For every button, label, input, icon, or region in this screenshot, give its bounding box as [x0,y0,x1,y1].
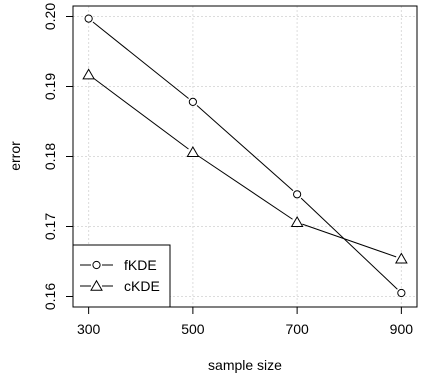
x-tick-label: 700 [285,321,309,337]
data-point-fkde [397,288,406,298]
legend-item-fkde: fKDE [80,257,157,273]
series-segment-fkde [92,21,189,99]
data-point-ckde [186,146,200,158]
y-axis: 0.16 0.17 0.18 0.19 0.20 [42,3,73,310]
x-axis: 300 500 700 900 [77,307,413,337]
x-tick-label: 500 [181,321,205,337]
series-fkde [84,14,406,298]
plot-series [82,14,408,298]
series-segment-fkde [300,197,398,290]
legend-box [72,244,171,308]
legend-label-ckde: cKDE [124,278,160,294]
y-tick-label: 0.17 [42,213,58,240]
x-tick-label: 300 [77,321,101,337]
y-axis-title: error [7,141,23,171]
x-tick-label: 900 [390,321,414,337]
series-ckde [82,68,408,264]
y-tick-label: 0.16 [42,283,58,310]
data-point-fkde [293,190,302,199]
y-tick-label: 0.18 [42,143,58,170]
data-point-ckde [394,252,408,264]
series-segment-ckde [302,223,397,258]
legend-label-fkde: fKDE [124,257,157,273]
data-point-ckde [290,216,304,228]
legend-marker-fkde [92,260,101,270]
series-segment-ckde [197,154,293,220]
legend-marker-ckde [90,279,103,291]
legend: fKDE cKDE [72,244,171,308]
data-point-ckde [82,68,96,80]
data-point-fkde [188,97,197,107]
legend-item-ckde: cKDE [80,278,160,294]
data-point-fkde [84,14,93,23]
y-tick-label: 0.20 [42,3,58,30]
series-segment-ckde [92,77,189,150]
series-segment-fkde [196,105,294,192]
x-axis-title: sample size [208,357,282,373]
y-tick-label: 0.19 [42,73,58,100]
